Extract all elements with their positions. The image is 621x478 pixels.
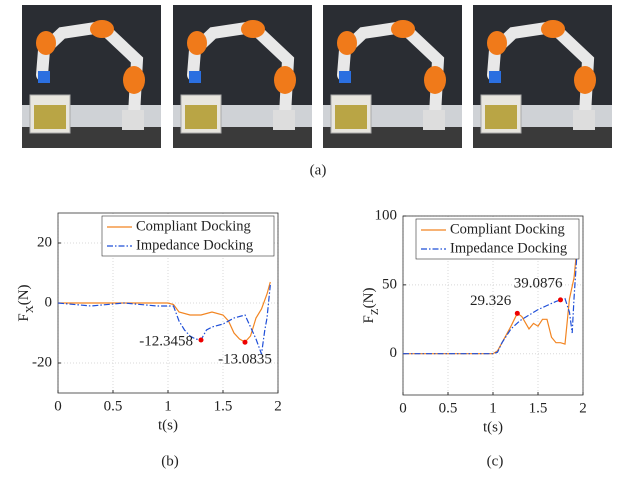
- joint: [541, 20, 565, 38]
- legend-label: Impedance Docking: [450, 240, 567, 256]
- photo: [323, 5, 462, 148]
- gripper: [489, 71, 501, 83]
- caption: (b): [161, 453, 179, 469]
- y-axis-label: FX(N): [16, 284, 35, 321]
- joint: [274, 66, 296, 94]
- y-axis-label: FZ(N): [361, 288, 380, 324]
- annotation-label: 29.326: [470, 293, 512, 309]
- annotation-point: [243, 340, 248, 345]
- x-tick-label: 2: [274, 398, 282, 414]
- joint: [187, 31, 207, 55]
- y-axis-label-part: X: [24, 305, 36, 313]
- photo: [473, 5, 612, 148]
- annotation-point: [515, 311, 520, 316]
- x-tick-label: 2: [579, 400, 587, 416]
- joint: [123, 66, 145, 94]
- x-tick-label: 0: [54, 398, 62, 414]
- joint: [241, 20, 265, 38]
- y-tick-label: 20: [37, 234, 52, 250]
- y-tick-label: 50: [382, 276, 397, 292]
- joint: [487, 31, 507, 55]
- base: [122, 110, 144, 130]
- annotation-point: [558, 297, 563, 302]
- y-axis-label-part: (N): [361, 288, 377, 309]
- gripper: [38, 71, 50, 83]
- box-inner: [335, 105, 367, 129]
- box-inner: [34, 105, 66, 129]
- gripper: [189, 71, 201, 83]
- y-axis-label-part: (N): [16, 284, 32, 305]
- y-tick-label: 0: [390, 345, 398, 361]
- y-tick-label: -20: [32, 354, 52, 370]
- legend: Compliant Docking Impedance Docking: [102, 216, 274, 256]
- photo: [22, 5, 161, 148]
- joint: [391, 20, 415, 38]
- legend-label: Compliant Docking: [450, 221, 565, 237]
- legend-label: Impedance Docking: [136, 237, 253, 253]
- x-tick-label: 0: [399, 400, 407, 416]
- x-tick-label: 0.5: [104, 398, 123, 414]
- caption: (c): [487, 453, 504, 469]
- x-tick-label: 0.5: [439, 400, 458, 416]
- photo-strip: [22, 5, 612, 148]
- annotation-point: [199, 338, 204, 343]
- gripper: [339, 71, 351, 83]
- y-tick-label: 100: [375, 207, 398, 223]
- box-inner: [485, 105, 517, 129]
- joint: [574, 66, 596, 94]
- x-tick-label: 1: [489, 400, 497, 416]
- x-tick-label: 1.5: [214, 398, 233, 414]
- x-axis-label: t(s): [483, 419, 503, 435]
- joint: [90, 20, 114, 38]
- x-tick-label: 1: [164, 398, 172, 414]
- x-tick-label: 1.5: [529, 400, 548, 416]
- caption: (a): [310, 162, 327, 178]
- base: [573, 110, 595, 130]
- y-tick-label: 0: [45, 294, 53, 310]
- x-axis-label: t(s): [158, 417, 178, 433]
- joint: [36, 31, 56, 55]
- annotation-label: 39.0876: [514, 275, 563, 291]
- legend-label: Compliant Docking: [136, 218, 251, 234]
- y-axis-label-part: F: [16, 313, 32, 321]
- legend: Compliant Docking Impedance Docking: [416, 219, 579, 259]
- base: [273, 110, 295, 130]
- joint: [424, 66, 446, 94]
- annotation-label: -12.3458: [139, 333, 193, 349]
- annotation-label: -13.0835: [218, 352, 272, 368]
- box-inner: [185, 105, 217, 129]
- joint: [337, 31, 357, 55]
- photo: [173, 5, 312, 148]
- figure: (a) 00.511.52-20020t(s)FX(N)-12.3458-13.…: [0, 0, 621, 478]
- base: [423, 110, 445, 130]
- y-axis-label-part: F: [361, 315, 377, 323]
